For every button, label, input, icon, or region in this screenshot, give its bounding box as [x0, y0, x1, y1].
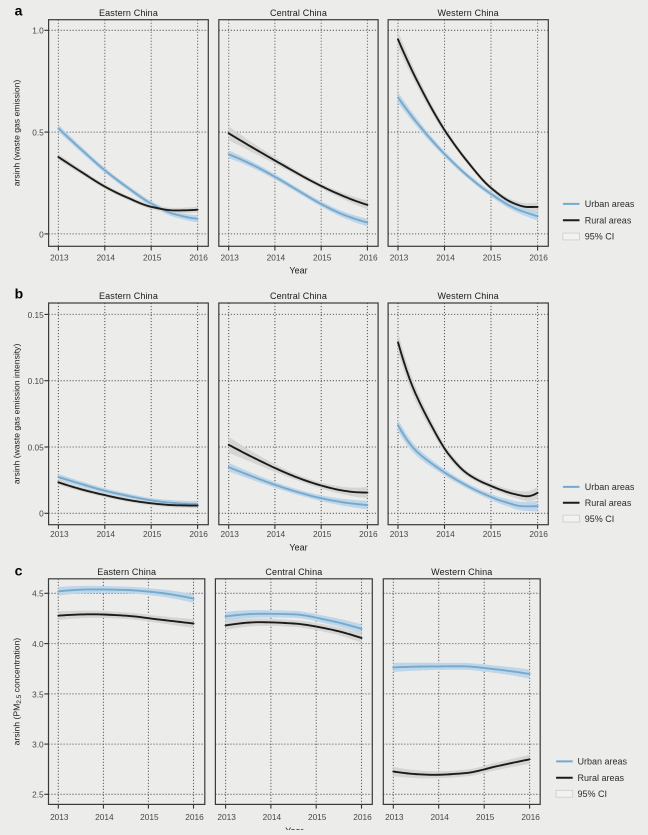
svg-text:Urban areas: Urban areas — [578, 757, 628, 767]
svg-text:Central China: Central China — [270, 291, 327, 301]
svg-text:c: c — [15, 562, 23, 578]
svg-text:3.0: 3.0 — [32, 740, 44, 750]
svg-text:2013: 2013 — [385, 812, 404, 822]
svg-text:2015: 2015 — [143, 253, 162, 263]
svg-text:2013: 2013 — [220, 529, 239, 539]
svg-text:2015: 2015 — [313, 253, 332, 263]
svg-text:2016: 2016 — [359, 253, 378, 263]
svg-text:95% CI: 95% CI — [578, 789, 608, 799]
svg-text:2016: 2016 — [353, 812, 372, 822]
svg-text:2016: 2016 — [521, 812, 540, 822]
svg-text:2016: 2016 — [359, 529, 378, 539]
svg-text:2016: 2016 — [529, 253, 548, 263]
svg-text:2016: 2016 — [529, 529, 548, 539]
svg-text:2015: 2015 — [143, 529, 162, 539]
svg-text:2016: 2016 — [189, 253, 208, 263]
svg-text:2013: 2013 — [50, 253, 69, 263]
svg-text:Urban areas: Urban areas — [585, 199, 635, 209]
svg-text:Rural areas: Rural areas — [578, 773, 625, 783]
svg-text:Western China: Western China — [431, 567, 492, 577]
svg-text:2014: 2014 — [267, 529, 286, 539]
svg-text:2015: 2015 — [476, 812, 495, 822]
svg-text:arsinh (waste gas emission): arsinh (waste gas emission) — [12, 80, 22, 187]
svg-text:1.0: 1.0 — [32, 26, 44, 36]
svg-text:0.5: 0.5 — [32, 128, 44, 138]
svg-text:2013: 2013 — [217, 812, 236, 822]
svg-text:Western China: Western China — [438, 8, 499, 18]
svg-text:0.05: 0.05 — [28, 442, 45, 452]
svg-text:0: 0 — [39, 229, 44, 239]
svg-text:95% CI: 95% CI — [585, 514, 615, 524]
svg-text:Central China: Central China — [270, 8, 327, 18]
svg-text:2013: 2013 — [390, 253, 409, 263]
svg-text:0: 0 — [39, 509, 44, 519]
svg-text:Central China: Central China — [265, 567, 322, 577]
svg-text:Year: Year — [289, 266, 307, 276]
svg-text:2014: 2014 — [436, 253, 455, 263]
svg-text:arsinh (waste gas emission int: arsinh (waste gas emission intensity) — [12, 344, 22, 485]
svg-text:2015: 2015 — [483, 253, 502, 263]
svg-text:Rural areas: Rural areas — [585, 498, 632, 508]
svg-text:2015: 2015 — [483, 529, 502, 539]
svg-text:0.10: 0.10 — [28, 376, 45, 386]
svg-text:2013: 2013 — [220, 253, 239, 263]
svg-text:0.15: 0.15 — [28, 310, 45, 320]
svg-text:2016: 2016 — [185, 812, 204, 822]
svg-text:4.0: 4.0 — [32, 639, 44, 649]
svg-text:Western China: Western China — [438, 291, 499, 301]
svg-text:2013: 2013 — [50, 812, 69, 822]
svg-text:Year: Year — [289, 543, 307, 553]
svg-text:2.5: 2.5 — [32, 790, 44, 800]
svg-text:b: b — [15, 285, 24, 301]
svg-text:2013: 2013 — [390, 529, 409, 539]
svg-text:a: a — [15, 2, 23, 18]
svg-text:Year: Year — [285, 826, 303, 830]
svg-text:4.5: 4.5 — [32, 589, 44, 599]
svg-text:2014: 2014 — [97, 529, 116, 539]
svg-text:95% CI: 95% CI — [585, 232, 615, 242]
svg-text:2015: 2015 — [308, 812, 327, 822]
svg-text:2014: 2014 — [97, 253, 116, 263]
svg-text:2014: 2014 — [267, 253, 286, 263]
svg-text:Eastern China: Eastern China — [99, 291, 158, 301]
svg-text:2013: 2013 — [50, 529, 69, 539]
svg-text:2014: 2014 — [436, 529, 455, 539]
svg-text:Rural areas: Rural areas — [585, 216, 632, 226]
svg-text:3.5: 3.5 — [32, 689, 44, 699]
svg-text:Eastern China: Eastern China — [99, 8, 158, 18]
svg-text:2014: 2014 — [263, 812, 282, 822]
svg-text:2014: 2014 — [430, 812, 449, 822]
svg-text:2016: 2016 — [189, 529, 208, 539]
svg-text:2015: 2015 — [313, 529, 332, 539]
svg-text:2014: 2014 — [95, 812, 114, 822]
svg-text:arsinh (PM2.5 concentration): arsinh (PM2.5 concentration) — [12, 638, 24, 746]
svg-text:Urban areas: Urban areas — [585, 482, 635, 492]
svg-text:Eastern China: Eastern China — [97, 567, 156, 577]
svg-text:2015: 2015 — [140, 812, 159, 822]
